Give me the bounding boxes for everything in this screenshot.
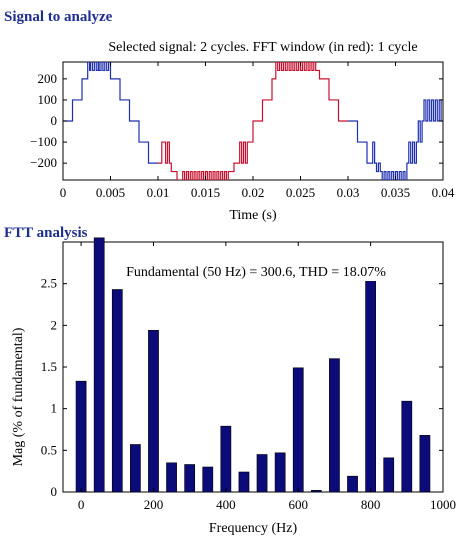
fft-bar-600hz bbox=[292, 367, 304, 493]
fft-x-tick-label: 800 bbox=[361, 497, 381, 512]
fft-bar-750hz bbox=[347, 475, 358, 493]
fft-bar-500hz bbox=[256, 454, 268, 493]
fft-y-tick-label: 1.5 bbox=[41, 359, 57, 374]
fft-bar-150hz bbox=[130, 444, 141, 493]
fft-y-tick-label: 2.5 bbox=[41, 276, 57, 291]
signal-y-tick-label: 0 bbox=[51, 113, 58, 128]
signal-x-tick-label: 0.035 bbox=[381, 185, 410, 200]
signal-series-after-window bbox=[348, 99, 443, 180]
signal-series-before-window bbox=[63, 62, 158, 164]
signal-chart-title: Selected signal: 2 cycles. FFT window (i… bbox=[108, 40, 417, 55]
fft-title-background bbox=[123, 264, 390, 281]
fft-bar-100hz bbox=[111, 289, 123, 493]
fft-y-tick-label: 0 bbox=[51, 484, 58, 499]
fft-bar-850hz bbox=[383, 457, 395, 493]
signal-x-tick-label: 0.025 bbox=[286, 185, 315, 200]
fft-y-tick-label: 1 bbox=[51, 401, 58, 416]
signal-x-tick-label: 0.01 bbox=[147, 185, 170, 200]
signal-x-tick-label: 0.04 bbox=[432, 185, 455, 200]
signal-y-tick-label: −100 bbox=[30, 134, 57, 149]
fft-y-tick-label: 2 bbox=[51, 317, 58, 332]
fft-x-tick-label: 200 bbox=[144, 497, 164, 512]
signal-y-tick-label: 200 bbox=[38, 71, 58, 86]
signal-x-tick-label: 0 bbox=[60, 185, 67, 200]
fft-bar-0hz bbox=[75, 380, 87, 493]
fft-bar-50hz bbox=[93, 237, 105, 493]
fft-bar-350hz bbox=[202, 466, 214, 493]
fft-y-axis-label: Mag (% of fundamental) bbox=[11, 327, 26, 466]
fft-y-tick-label: 0.5 bbox=[41, 442, 57, 457]
fft-bar-300hz bbox=[184, 464, 196, 493]
fft-bar-200hz bbox=[148, 330, 159, 493]
fft-bar-400hz bbox=[220, 425, 232, 493]
fft-x-tick-label: 0 bbox=[78, 497, 85, 512]
signal-y-tick-label: 100 bbox=[38, 92, 58, 107]
signal-x-tick-label: 0.005 bbox=[96, 185, 125, 200]
fft-x-tick-label: 400 bbox=[216, 497, 236, 512]
fft-x-tick-label: 600 bbox=[288, 497, 308, 512]
signal-x-tick-label: 0.015 bbox=[191, 185, 220, 200]
signal-section-heading: Signal to analyze bbox=[4, 9, 113, 25]
fft-bar-650hz bbox=[310, 490, 322, 493]
fft-chart-title: Fundamental (50 Hz) = 300.6, THD = 18.07… bbox=[126, 265, 386, 280]
fft-x-tick-label: 1000 bbox=[430, 497, 456, 512]
fft-bar-950hz bbox=[419, 435, 431, 493]
fft-section-heading: FTT analysis bbox=[4, 225, 88, 241]
signal-y-tick-label: −200 bbox=[30, 155, 57, 170]
fft-bar-250hz bbox=[166, 462, 177, 493]
signal-x-tick-label: 0.03 bbox=[337, 185, 360, 200]
fft-bar-800hz bbox=[365, 276, 376, 493]
fft-bar-900hz bbox=[401, 400, 413, 493]
signal-x-axis-label: Time (s) bbox=[229, 208, 277, 223]
signal-x-tick-label: 0.02 bbox=[242, 185, 265, 200]
fft-x-axis-label: Frequency (Hz) bbox=[209, 521, 298, 536]
fft-bar-450hz bbox=[238, 471, 250, 493]
signal-series-fft-window bbox=[158, 62, 348, 180]
fft-bar-700hz bbox=[329, 358, 340, 493]
fft-bar-550hz bbox=[274, 452, 286, 493]
